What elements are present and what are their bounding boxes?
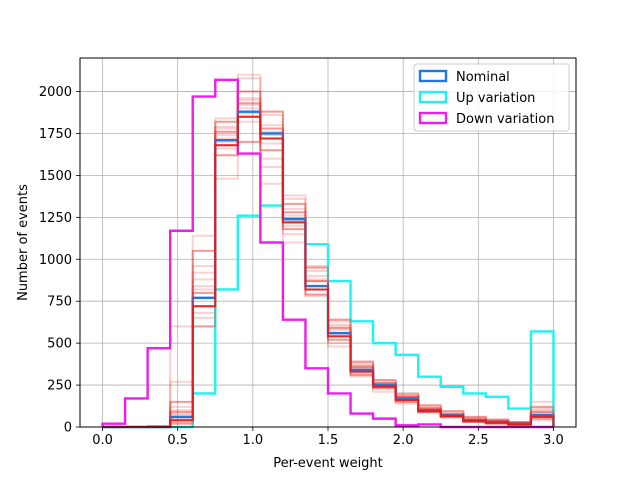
y-tick-label: 0 [64, 421, 72, 436]
y-tick-label: 1750 [39, 127, 72, 142]
x-tick-label: 1.0 [243, 433, 264, 448]
x-tick-label: 0.5 [167, 433, 188, 448]
legend-label: Up variation [456, 91, 535, 106]
y-tick-label: 1000 [39, 253, 72, 268]
x-tick-label: 3.0 [543, 433, 564, 448]
legend-swatch [418, 69, 448, 83]
y-axis-ticks: 0 250 500 750 1000 1250 1500 1750 2000 [39, 85, 80, 436]
y-tick-label: 2000 [39, 85, 72, 100]
variation-histogram-core [102, 115, 555, 428]
legend-swatch [418, 90, 448, 104]
main-histograms [101, 78, 555, 429]
x-axis-label: Per-event weight [273, 456, 383, 471]
y-tick-label: 1250 [39, 211, 72, 226]
y-axis-label: Number of events [16, 184, 31, 301]
x-axis-ticks: 0.0 0.5 1.0 1.5 2.0 2.5 3.0 [92, 427, 564, 448]
series-histogram-up-variation [102, 204, 555, 429]
y-tick-label: 1500 [39, 169, 72, 184]
y-tick-label: 750 [47, 295, 72, 310]
series-histogram-down-variation [101, 78, 554, 429]
x-tick-label: 2.5 [468, 433, 489, 448]
y-tick-label: 250 [47, 379, 72, 394]
x-tick-label: 0.0 [92, 433, 113, 448]
x-tick-label: 1.5 [318, 433, 339, 448]
x-tick-label: 2.0 [393, 433, 414, 448]
legend-box [413, 63, 570, 132]
y-tick-label: 500 [47, 337, 72, 352]
legend-swatch [418, 111, 448, 125]
legend-label: Down variation [456, 112, 554, 127]
legend-label: Nominal [456, 70, 510, 85]
legend: Nominal Up variation Down variation [413, 63, 570, 132]
